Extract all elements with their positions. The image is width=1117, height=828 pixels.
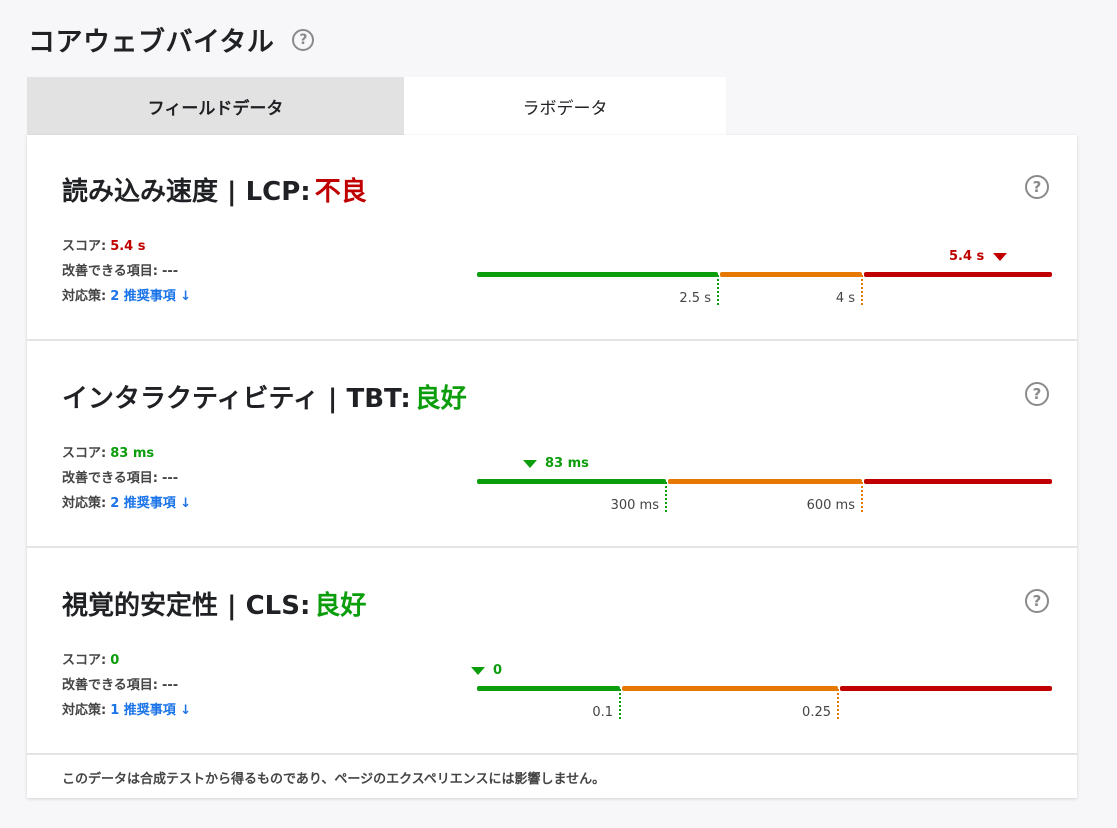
threshold-label: 600 ms — [806, 498, 855, 513]
score-value: 0 — [110, 653, 120, 668]
lab-data-panel: 読み込み速度 | LCP: 不良 ? スコア: 5.4 s 改善できる項目: ---… — [27, 135, 1077, 798]
threshold-tick — [619, 689, 621, 719]
score-label: スコア: — [62, 653, 107, 668]
improvable-value: --- — [161, 471, 179, 486]
improvable-label: 改善できる項目: — [62, 471, 158, 486]
score-row: スコア: 83 ms — [62, 441, 191, 466]
improvable-row: 改善できる項目: --- — [62, 673, 191, 698]
actions-row: 対応策: 1 推奨事項 ↓ — [62, 698, 191, 723]
improvable-value: --- — [161, 678, 179, 693]
triangle-down-icon — [993, 252, 1008, 261]
help-icon[interactable]: ? — [292, 28, 315, 51]
threshold-tick — [861, 482, 863, 512]
score-marker: 83 ms — [523, 456, 589, 471]
score-row: スコア: 5.4 s — [62, 234, 191, 259]
score-value: 5.4 s — [110, 239, 146, 254]
metric-stats: スコア: 0 改善できる項目: --- 対応策: 1 推奨事項 ↓ — [62, 648, 191, 723]
score-marker: 5.4 s — [949, 249, 1008, 264]
metric-verdict: 不良 — [314, 177, 367, 207]
triangle-down-icon — [471, 666, 485, 675]
metric-title: 視覚的安定性 | CLS: — [62, 591, 311, 621]
improvable-label: 改善できる項目: — [62, 678, 158, 693]
disclaimer-note: このデータは合成テストから得るものであり、ページのエクスペリエンスには影響しませ… — [62, 772, 606, 787]
metric-title: インタラクティビティ | TBT: — [62, 384, 411, 414]
improvable-label: 改善できる項目: — [62, 264, 158, 279]
marker-label: 83 ms — [545, 456, 589, 471]
threshold-bar: 2.5 s 4 s 5.4 s — [477, 235, 1054, 315]
threshold-label: 300 ms — [610, 498, 659, 513]
metric-lcp: 読み込み速度 | LCP: 不良 ? スコア: 5.4 s 改善できる項目: ---… — [27, 135, 1077, 341]
actions-row: 対応策: 2 推奨事項 ↓ — [62, 491, 191, 516]
actions-label: 対応策: — [62, 289, 107, 304]
threshold-tick — [837, 689, 839, 719]
average-segment — [668, 479, 862, 484]
help-icon[interactable]: ? — [1025, 382, 1049, 406]
recommendations-link[interactable]: 1 推奨事項 ↓ — [110, 703, 192, 718]
score-value: 83 ms — [110, 446, 155, 461]
metric-heading: 読み込み速度 | LCP: 不良 — [62, 171, 367, 208]
score-label: スコア: — [62, 239, 107, 254]
metric-verdict: 良好 — [414, 384, 467, 414]
tab-field-data[interactable]: フィールドデータ — [27, 77, 404, 135]
poor-segment — [840, 686, 1052, 691]
recommendations-link[interactable]: 2 推奨事項 ↓ — [110, 289, 192, 304]
page-title: コアウェブバイタル — [28, 27, 275, 58]
help-icon[interactable]: ? — [1025, 589, 1049, 613]
marker-label: 5.4 s — [949, 249, 985, 264]
threshold-label: 0.25 — [802, 705, 831, 720]
actions-row: 対応策: 2 推奨事項 ↓ — [62, 284, 191, 309]
page-header: コアウェブバイタル ? — [28, 20, 315, 59]
score-row: スコア: 0 — [62, 648, 191, 673]
tab-bar: フィールドデータ ラボデータ — [27, 77, 726, 135]
poor-segment — [864, 272, 1052, 277]
triangle-down-icon — [523, 459, 537, 468]
metric-verdict: 良好 — [314, 591, 367, 621]
recommendations-link[interactable]: 2 推奨事項 ↓ — [110, 496, 192, 511]
poor-segment — [864, 479, 1052, 484]
metric-heading: インタラクティビティ | TBT: 良好 — [62, 378, 467, 415]
score-marker: 0 — [471, 663, 502, 678]
good-segment — [477, 479, 666, 484]
tab-lab-data[interactable]: ラボデータ — [404, 77, 726, 135]
improvable-row: 改善できる項目: --- — [62, 466, 191, 491]
metric-heading: 視覚的安定性 | CLS: 良好 — [62, 585, 366, 622]
metric-stats: スコア: 5.4 s 改善できる項目: --- 対応策: 2 推奨事項 ↓ — [62, 234, 191, 309]
metric-tbt: インタラクティビティ | TBT: 良好 ? スコア: 83 ms 改善できる項目… — [27, 342, 1077, 548]
threshold-label: 4 s — [835, 291, 855, 306]
threshold-tick — [717, 275, 719, 305]
help-icon[interactable]: ? — [1025, 175, 1049, 199]
good-segment — [477, 686, 620, 691]
threshold-bar: 300 ms 600 ms 83 ms — [477, 442, 1054, 522]
threshold-tick — [861, 275, 863, 305]
metric-stats: スコア: 83 ms 改善できる項目: --- 対応策: 2 推奨事項 ↓ — [62, 441, 191, 516]
marker-label: 0 — [493, 663, 503, 678]
threshold-tick — [665, 482, 667, 512]
average-segment — [622, 686, 838, 691]
improvable-value: --- — [161, 264, 179, 279]
threshold-label: 2.5 s — [679, 291, 711, 306]
good-segment — [477, 272, 718, 277]
improvable-row: 改善できる項目: --- — [62, 259, 191, 284]
metric-title: 読み込み速度 | LCP: — [62, 177, 311, 207]
threshold-label: 0.1 — [592, 705, 613, 720]
score-label: スコア: — [62, 446, 107, 461]
threshold-bar: 0.1 0.25 0 — [471, 649, 1054, 729]
metric-cls: 視覚的安定性 | CLS: 良好 ? スコア: 0 改善できる項目: --- 対応策… — [27, 549, 1077, 755]
actions-label: 対応策: — [62, 496, 107, 511]
average-segment — [720, 272, 862, 277]
actions-label: 対応策: — [62, 703, 107, 718]
